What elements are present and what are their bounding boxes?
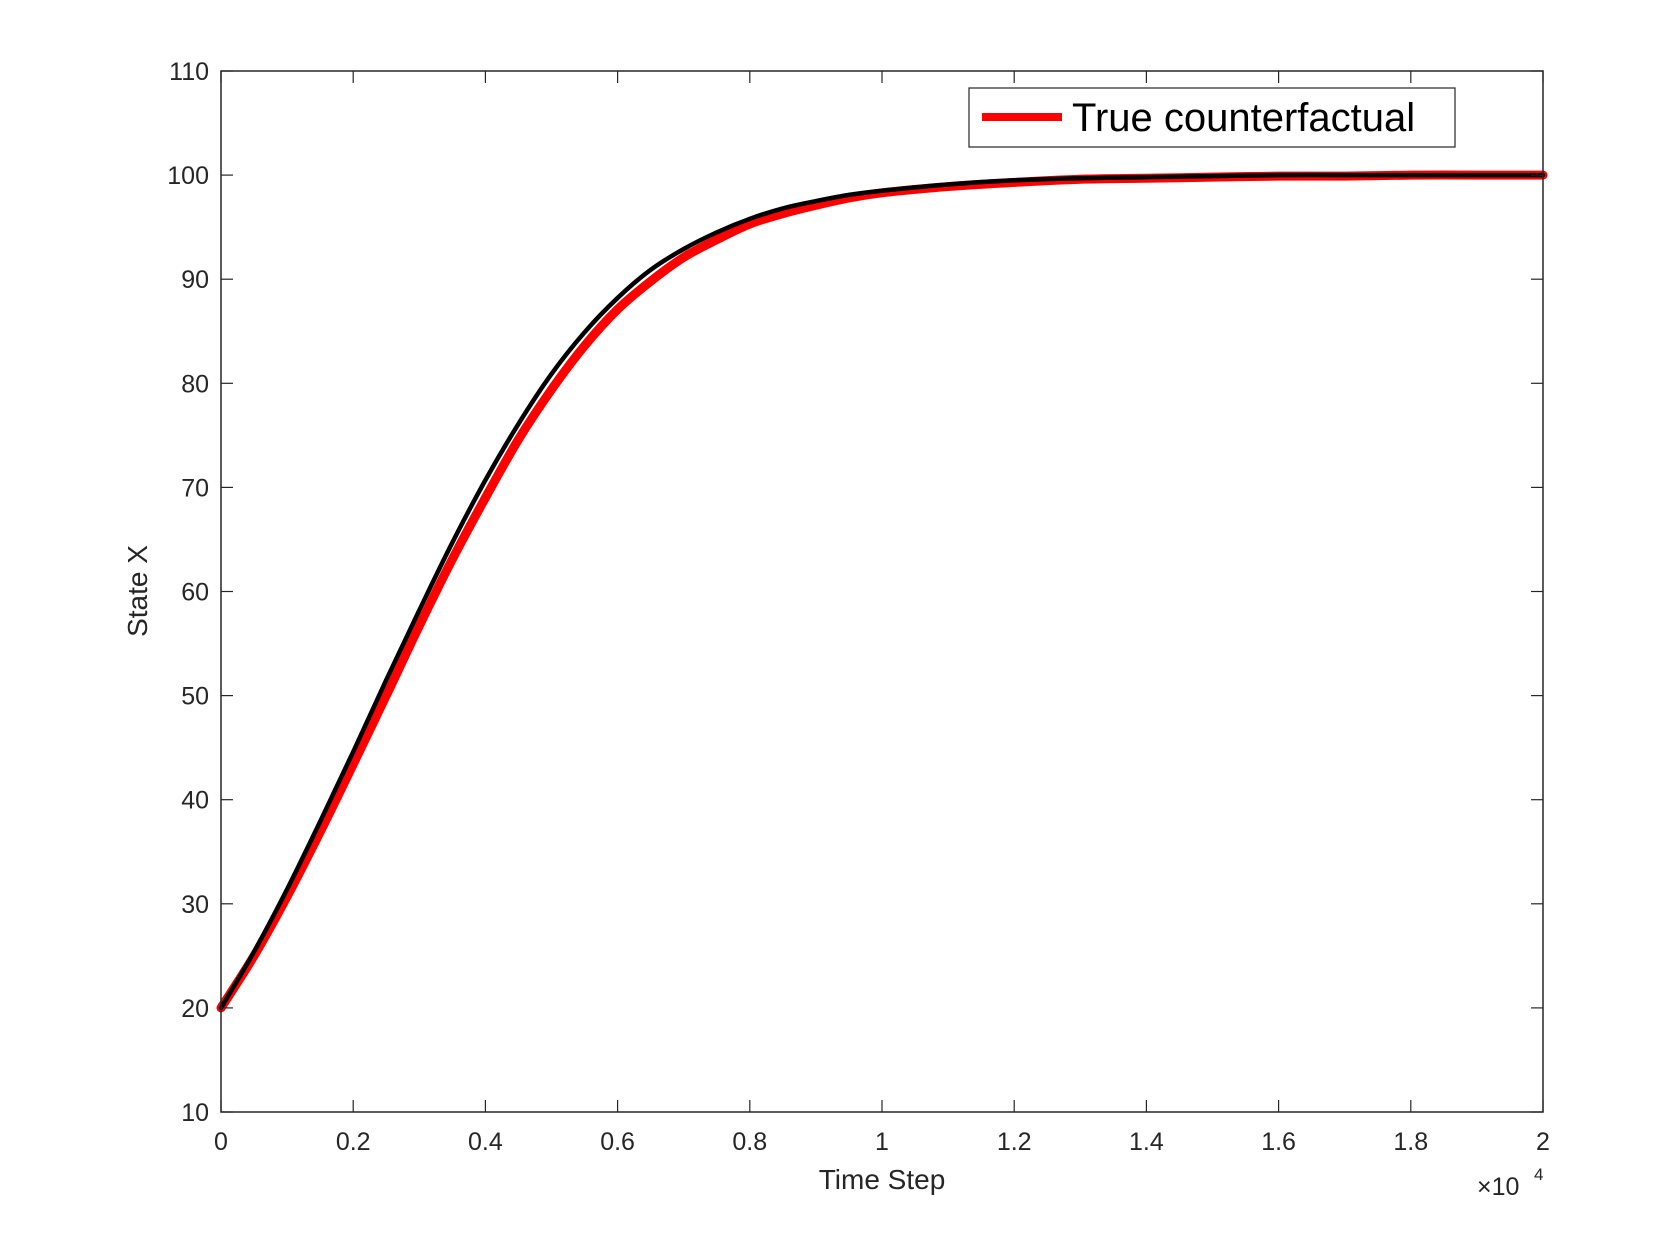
- x-exponent: ×10 4: [1477, 1165, 1543, 1201]
- y-tick-label: 30: [181, 891, 209, 919]
- y-tick-label: 40: [181, 787, 209, 815]
- y-axis-label: State X: [122, 545, 153, 637]
- x-tick-label: 1.6: [1261, 1128, 1296, 1156]
- y-tick-label: 10: [181, 1099, 209, 1127]
- x-tick-label: 0: [214, 1128, 228, 1156]
- x-tick-label: 1.8: [1393, 1128, 1428, 1156]
- plot-background: [221, 71, 1543, 1112]
- y-tick-labels: 10 20 30 40 50 60 70 80 90 100 110: [167, 58, 209, 1127]
- x-tick-label: 1.2: [997, 1128, 1032, 1156]
- x-tick-label: 0.4: [468, 1128, 503, 1156]
- x-exponent-power: 4: [1534, 1165, 1543, 1184]
- y-tick-label: 90: [181, 266, 209, 294]
- x-tick-label: 0.6: [600, 1128, 635, 1156]
- x-tick-label: 1: [875, 1128, 889, 1156]
- y-tick-label: 80: [181, 370, 209, 398]
- x-tick-label: 2: [1536, 1128, 1550, 1156]
- ticks-layer: [220, 70, 1544, 1113]
- legend-label-true-counterfactual: True counterfactual: [1072, 96, 1415, 140]
- y-tick-label: 100: [167, 162, 209, 190]
- x-tick-labels: 0 0.2 0.4 0.6 0.8 1 1.2 1.4 1.6 1.8 2: [214, 1128, 1550, 1156]
- y-tick-label: 20: [181, 995, 209, 1023]
- y-tick-label: 110: [169, 58, 209, 86]
- series-line-estimate: [218, 172, 1546, 1011]
- y-tick-label: 70: [181, 474, 209, 502]
- x-tick-label: 1.4: [1129, 1128, 1164, 1156]
- y-tick-label: 60: [181, 579, 209, 607]
- x-tick-label: 0.2: [336, 1128, 371, 1156]
- x-exponent-label: ×10: [1477, 1173, 1519, 1201]
- x-axis-label: Time Step: [819, 1164, 946, 1195]
- x-tick-label: 0.8: [732, 1128, 767, 1156]
- legend: True counterfactual: [968, 87, 1456, 148]
- y-tick-label: 50: [181, 683, 209, 711]
- series-layer: [216, 170, 1548, 1013]
